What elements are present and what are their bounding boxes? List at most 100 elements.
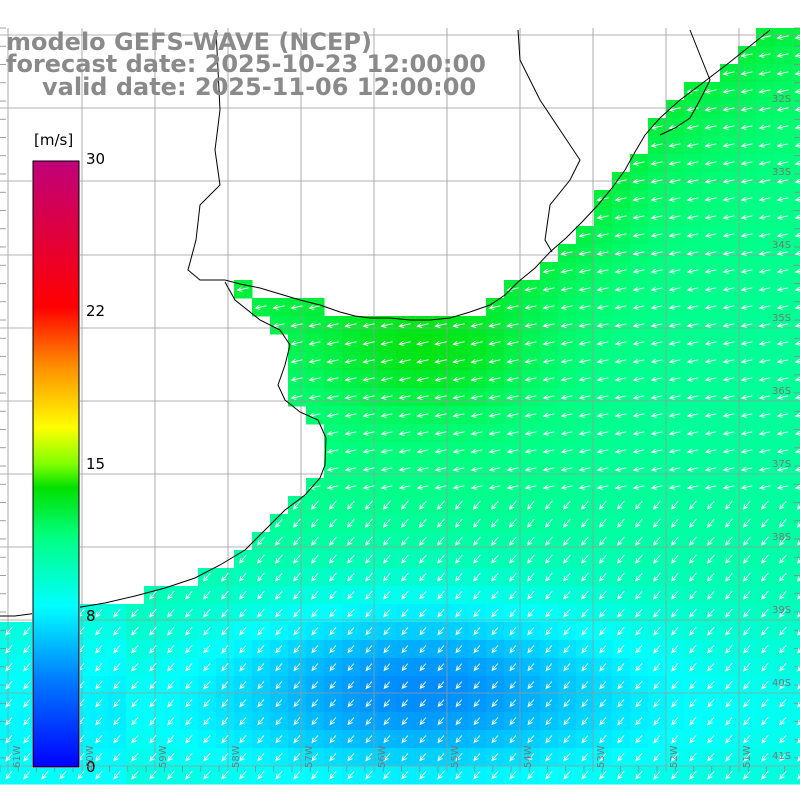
wind-arrow: [689, 680, 697, 690]
wind-arrow: [311, 572, 319, 582]
wind-arrow: [796, 504, 800, 510]
wind-cell: [792, 334, 800, 353]
wind-arrow: [59, 770, 67, 780]
wind-arrow: [686, 196, 699, 202]
wind-cell: [792, 154, 800, 173]
wind-arrow: [95, 681, 103, 690]
wind-arrow: [722, 304, 735, 310]
wind-arrow: [311, 663, 319, 672]
wind-arrow: [419, 699, 427, 708]
wind-arrow: [346, 518, 355, 529]
wind-arrow: [650, 142, 663, 148]
wind-arrow: [779, 770, 787, 780]
wind-arrow: [668, 214, 681, 220]
wind-arrow: [704, 430, 717, 436]
wind-arrow: [473, 699, 481, 708]
wind-arrow: [599, 663, 607, 672]
wind-arrow: [776, 34, 789, 40]
wind-arrow: [758, 268, 771, 274]
wind-arrow: [760, 500, 769, 510]
wind-arrow: [292, 554, 301, 564]
wind-arrow: [704, 412, 717, 418]
wind-arrow: [362, 430, 375, 436]
wind-arrow: [488, 484, 501, 490]
wind-arrow: [437, 590, 445, 600]
wind-arrow: [95, 752, 103, 762]
wind-arrow: [796, 576, 800, 582]
wind-arrow: [542, 340, 555, 346]
wind-arrow: [41, 770, 49, 780]
wind-arrow: [740, 430, 753, 436]
wind-arrow: [542, 286, 555, 292]
wind-arrow: [596, 322, 609, 328]
wind-arrow: [650, 304, 663, 310]
wind-arrow: [257, 717, 265, 726]
wind-arrow: [776, 250, 789, 256]
wind-arrow: [455, 645, 463, 654]
wind-arrow: [292, 518, 301, 529]
wind-arrow: [686, 304, 699, 310]
wind-arrow: [686, 484, 699, 490]
wind-arrow: [779, 590, 787, 600]
wind-arrow: [416, 448, 429, 454]
wind-arrow: [434, 412, 447, 418]
wind-arrow: [401, 663, 409, 672]
wind-arrow: [599, 572, 607, 582]
wind-arrow: [563, 627, 571, 636]
wind-arrow: [706, 500, 715, 510]
wind-arrow: [506, 430, 519, 436]
wind-arrow: [455, 771, 463, 780]
wind-arrow: [617, 681, 625, 690]
wind-arrow: [776, 394, 789, 400]
wind-arrow: [203, 735, 211, 744]
wind-arrow: [491, 572, 499, 582]
wind-arrow: [380, 484, 393, 490]
coastline-north: [224, 29, 771, 321]
wind-arrow: [293, 717, 301, 726]
wind-arrow: [632, 430, 645, 436]
wind-arrow: [326, 430, 339, 436]
wind-arrow: [326, 412, 339, 418]
wind-arrow: [508, 518, 517, 528]
wind-arrow: [761, 644, 769, 654]
wind-arrow: [758, 484, 771, 490]
wind-arrow: [776, 268, 789, 274]
wind-arrow: [725, 734, 733, 744]
wind-arrow: [760, 572, 769, 582]
wind-arrow: [455, 609, 463, 618]
wind-arrow: [203, 681, 211, 690]
wind-arrow: [293, 663, 301, 672]
wind-arrow: [761, 698, 769, 708]
coastline-south: [0, 281, 327, 617]
wind-arrow: [761, 770, 769, 780]
wind-arrow: [310, 536, 319, 546]
wind-arrow: [796, 522, 800, 528]
wind-arrow: [740, 304, 753, 310]
wind-arrow: [239, 699, 247, 708]
wind-arrow: [203, 752, 211, 762]
wind-arrow: [524, 286, 537, 292]
wind-arrow: [527, 554, 535, 564]
wind-arrow: [257, 699, 265, 708]
wind-arrow: [542, 484, 555, 490]
wind-arrow: [416, 466, 429, 472]
wind-arrow: [365, 771, 373, 780]
wind-arrow: [545, 735, 553, 744]
wind-arrow: [779, 680, 787, 690]
wind-cell: [792, 190, 800, 209]
wind-arrow: [418, 518, 427, 528]
wind-arrow: [434, 358, 447, 364]
wind-arrow: [542, 412, 555, 418]
wind-cell: [792, 496, 800, 515]
wind-arrow: [650, 214, 663, 220]
wind-arrow: [797, 629, 800, 636]
wind-arrow: [704, 304, 717, 310]
latitude-label: 38S: [772, 532, 792, 543]
wind-arrow: [149, 716, 157, 726]
wind-arrow: [668, 304, 681, 310]
wind-arrow: [794, 466, 800, 472]
wind-arrow: [527, 681, 535, 690]
wind-cell: [792, 100, 800, 119]
wind-arrow: [545, 663, 553, 672]
wind-arrow: [688, 500, 697, 510]
